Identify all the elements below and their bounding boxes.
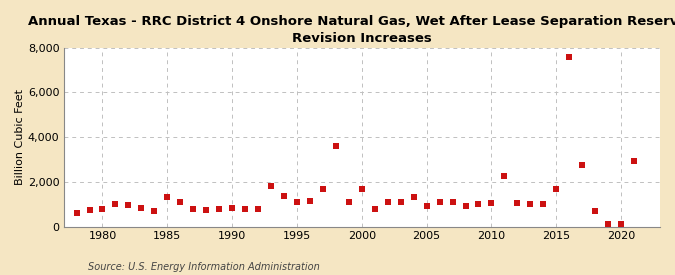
Point	[356, 186, 367, 191]
Point	[396, 200, 406, 204]
Point	[473, 202, 484, 207]
Point	[577, 163, 588, 167]
Point	[227, 205, 238, 210]
Point	[252, 207, 263, 211]
Point	[110, 202, 121, 207]
Point	[408, 195, 419, 200]
Point	[331, 144, 342, 148]
Point	[304, 199, 315, 203]
Point	[628, 158, 639, 163]
Point	[84, 208, 95, 212]
Point	[175, 200, 186, 204]
Point	[382, 200, 393, 204]
Point	[486, 201, 497, 205]
Point	[266, 184, 277, 188]
Point	[317, 186, 328, 191]
Point	[123, 203, 134, 208]
Point	[279, 194, 290, 199]
Point	[460, 204, 471, 209]
Point	[149, 209, 160, 213]
Y-axis label: Billion Cubic Feet: Billion Cubic Feet	[15, 89, 25, 185]
Point	[564, 54, 574, 59]
Point	[538, 202, 549, 207]
Point	[188, 207, 198, 211]
Point	[421, 204, 432, 209]
Point	[71, 211, 82, 215]
Point	[525, 202, 536, 207]
Point	[162, 195, 173, 200]
Point	[292, 200, 302, 204]
Point	[214, 207, 225, 211]
Point	[136, 205, 146, 210]
Point	[551, 186, 562, 191]
Point	[97, 207, 108, 211]
Point	[616, 222, 626, 226]
Point	[603, 222, 614, 227]
Point	[590, 209, 601, 213]
Text: Source: U.S. Energy Information Administration: Source: U.S. Energy Information Administ…	[88, 262, 319, 272]
Point	[499, 174, 510, 178]
Point	[344, 200, 354, 204]
Title: Annual Texas - RRC District 4 Onshore Natural Gas, Wet After Lease Separation Re: Annual Texas - RRC District 4 Onshore Na…	[28, 15, 675, 45]
Point	[447, 200, 458, 204]
Point	[512, 201, 522, 205]
Point	[200, 208, 211, 212]
Point	[369, 207, 380, 211]
Point	[240, 207, 250, 211]
Point	[434, 200, 445, 204]
